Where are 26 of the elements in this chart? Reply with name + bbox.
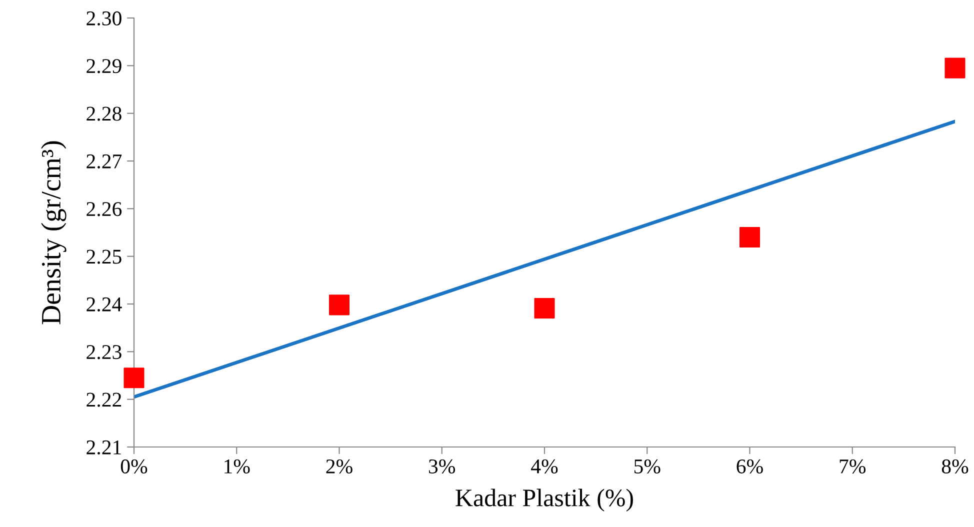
x-tick-label: 1% <box>224 459 250 474</box>
y-tick-label: 2.29 <box>86 59 122 74</box>
point <box>739 227 760 248</box>
y-tick-label: 2.22 <box>86 392 122 407</box>
y-tick-label: 2.26 <box>86 202 122 216</box>
x-tick-label: 4% <box>531 459 558 474</box>
y-tick-label: 2.25 <box>86 250 122 264</box>
x-tick-label: 0% <box>120 459 148 474</box>
x-tick-label: 6% <box>736 459 763 474</box>
x-tick-label: 3% <box>428 459 456 474</box>
point <box>534 298 555 319</box>
y-tick-label: 2.21 <box>86 440 121 455</box>
y-tick-label: 2.27 <box>86 154 122 169</box>
point <box>124 368 144 388</box>
point <box>944 58 966 78</box>
y-tick-label: 2.24 <box>86 297 122 312</box>
y-axis-title: Density (gr/cm³) <box>41 141 66 324</box>
x-tick-label: 2% <box>326 459 352 474</box>
y-tick-label: 2.28 <box>86 106 122 121</box>
point <box>328 294 350 316</box>
y-tick-label: 2.23 <box>86 345 122 360</box>
x-tick-label: 5% <box>634 459 660 474</box>
y-tick-label: 2.30 <box>86 11 122 26</box>
x-axis-title: Kadar Plastik (%) <box>456 488 633 512</box>
x-tick-label: 7% <box>840 459 866 474</box>
x-tick-label: 8% <box>942 459 968 474</box>
